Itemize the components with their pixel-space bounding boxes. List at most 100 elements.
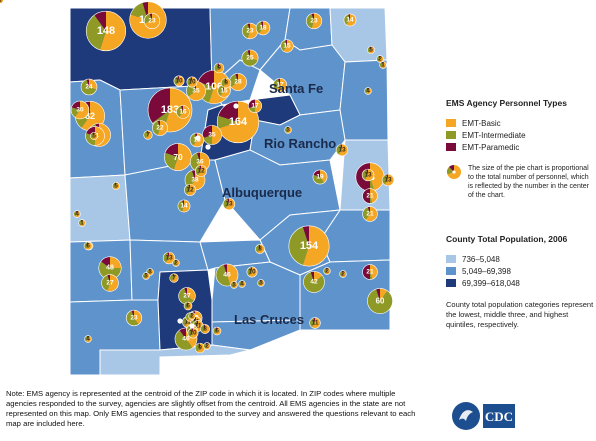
pie-slice-intermediate xyxy=(177,200,184,212)
pie-slice-paramedic xyxy=(341,270,343,274)
city-label-las-cruces: Las Cruces xyxy=(234,312,304,327)
pie-slice-basic xyxy=(179,105,190,119)
agency-total-label: 18 xyxy=(259,25,267,32)
pie-outline xyxy=(73,210,81,218)
emt-intermediate-swatch xyxy=(446,131,456,139)
agency-pie-layer: 1481271831641061548276706051484646423836… xyxy=(0,0,395,354)
city-label-layer: Santa Fe Rio Rancho Albuquerque Las Cruces xyxy=(222,81,336,327)
pie-outline xyxy=(183,301,193,311)
pie-slice-paramedic xyxy=(313,169,320,177)
pie-slice-basic xyxy=(320,169,328,183)
pie-outline xyxy=(184,184,196,196)
pie-slice-basic xyxy=(368,46,375,54)
pie-slice-intermediate xyxy=(130,2,148,21)
agency-total-label: 17 xyxy=(276,82,284,89)
agency-pie-25: 25 xyxy=(241,49,259,67)
agency-pie-91: 2 xyxy=(376,55,384,63)
pie-outline xyxy=(186,76,198,88)
pie-slice-basic xyxy=(212,125,222,145)
pie-slice-basic xyxy=(89,79,97,90)
agency-pie-15: 42 xyxy=(303,271,325,293)
pie-slice-intermediate xyxy=(195,165,201,176)
pie-slice-paramedic xyxy=(232,281,234,285)
pie-slice-paramedic xyxy=(247,49,250,58)
pie-slice-intermediate xyxy=(98,261,122,280)
pie-slice-intermediate xyxy=(186,77,192,87)
pie-slice-basic xyxy=(218,101,259,143)
agency-total-label: 38 xyxy=(191,177,199,184)
pie-slice-intermediate xyxy=(101,274,110,292)
agency-total-label: 106 xyxy=(205,82,223,93)
pie-slice-basic xyxy=(175,75,185,87)
agency-pie-74: 5 xyxy=(367,46,375,54)
pie-slice-intermediate xyxy=(213,327,217,335)
agency-pie-29: 23 xyxy=(241,22,259,40)
pie-slice-paramedic xyxy=(205,342,207,346)
pie-outline xyxy=(280,39,294,53)
agency-pie-43: 15 xyxy=(280,39,294,53)
pie-slice-intermediate xyxy=(217,85,224,97)
pie-slice-basic xyxy=(257,244,265,254)
agency-pie-46: 13 xyxy=(361,168,375,182)
city-label-rio-rancho: Rio Rancho xyxy=(264,136,336,151)
pie-slice-intermediate xyxy=(203,342,207,349)
agency-total-label: 2 xyxy=(378,56,382,63)
agency-total-label: 9 xyxy=(217,65,221,72)
agency-pie-95: 1 xyxy=(0,0,4,4)
agency-total-label: 21 xyxy=(366,269,374,276)
pie-slice-basic xyxy=(185,302,192,310)
pie-slice-basic xyxy=(144,272,150,280)
pie-slice-basic xyxy=(99,11,126,51)
pie-slice-paramedic xyxy=(184,287,187,296)
pie-slice-intermediate xyxy=(248,106,255,113)
city-label-santa-fe: Santa Fe xyxy=(269,81,323,96)
agency-pie-26: 24 xyxy=(80,78,98,96)
agency-total-label: 6 xyxy=(215,328,219,335)
agency-total-label: 42 xyxy=(310,279,318,286)
city-label-albuquerque: Albuquerque xyxy=(222,185,302,200)
pie-outline xyxy=(202,125,222,145)
agency-total-label: 10 xyxy=(248,269,256,276)
pie-slice-intermediate xyxy=(362,206,370,221)
pie-slice-basic xyxy=(174,259,180,267)
agency-pie-90: 2 xyxy=(323,267,331,275)
pie-outline xyxy=(162,251,176,265)
agency-pie-93: 1 xyxy=(379,61,387,69)
agency-pie-50: 13 xyxy=(335,143,349,157)
pie-outline xyxy=(362,188,378,204)
agency-total-label: 9 xyxy=(198,345,202,352)
pie-slice-basic xyxy=(113,182,120,190)
agency-total-label: 4 xyxy=(75,211,79,218)
legend-item-emt-paramedic: EMT-Paramedic xyxy=(446,142,594,152)
pie-slice-basic xyxy=(311,13,322,29)
pie-slice-paramedic xyxy=(250,266,252,272)
zip-centroid-dot xyxy=(177,318,183,324)
pie-slice-basic xyxy=(258,21,270,35)
pie-slice-paramedic xyxy=(224,78,226,83)
agency-total-label: 12 xyxy=(197,168,205,175)
agency-pie-6: 154 xyxy=(288,225,330,267)
pie-outline xyxy=(222,197,236,211)
agency-total-label: 23 xyxy=(246,28,254,35)
pie-slice-basic xyxy=(216,63,224,73)
pie-outline xyxy=(220,77,232,89)
pie-slice-paramedic xyxy=(177,75,179,81)
pie-slice-paramedic xyxy=(217,63,219,68)
pie-slice-paramedic xyxy=(190,76,192,82)
pie-slice-paramedic xyxy=(107,274,110,283)
pie-slice-paramedic xyxy=(180,105,183,112)
agency-total-label: 48 xyxy=(106,265,114,272)
pop-mid-swatch xyxy=(446,267,456,275)
agency-total-label: 5 xyxy=(114,183,118,190)
pie-outline xyxy=(169,273,179,283)
agency-pie-31: 22 xyxy=(152,120,168,136)
agency-pie-1: 148 xyxy=(85,10,127,52)
pie-slice-intermediate xyxy=(81,79,97,95)
pie-slice-paramedic xyxy=(366,87,368,91)
agency-total-label: 164 xyxy=(229,116,248,128)
agency-total-label: 8 xyxy=(258,246,262,253)
agency-pie-35: 19 xyxy=(312,169,328,185)
pie-slice-basic xyxy=(107,274,119,292)
emt-basic-label: EMT-Basic xyxy=(462,118,501,128)
agency-pie-32: 21 xyxy=(362,188,378,204)
